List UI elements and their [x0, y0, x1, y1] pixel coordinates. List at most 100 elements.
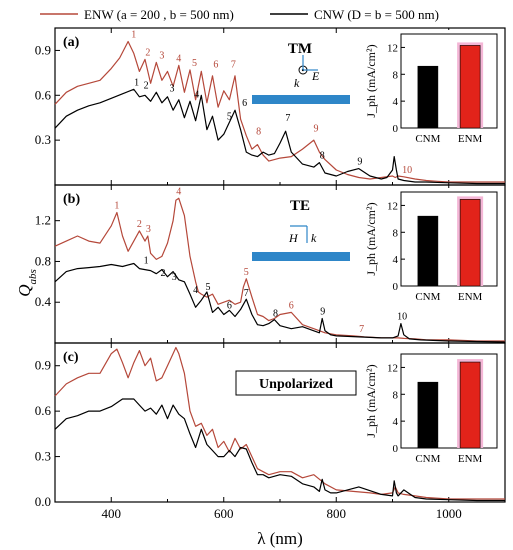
inset-y-tick-label: 8	[393, 227, 399, 239]
panel-c: 0.0 0.3 0.6 0.9 (c) Unpolarized 0 4 8 12 J_ph (mA/…	[35, 342, 506, 509]
polarization-label: TM	[288, 41, 312, 57]
peak-label-enw: 3	[159, 50, 164, 61]
inset-y-tick-label: 0	[393, 443, 399, 455]
inset-bar-enm	[459, 199, 481, 287]
inset-bar-cnm	[417, 381, 439, 449]
k-label: k	[311, 231, 317, 245]
y-tick-label: 0.6	[35, 87, 52, 102]
peak-label-cnw: 9	[320, 307, 325, 318]
y-tick-label: 0.9	[35, 42, 51, 57]
inset-bar-chart: 0 4 8 12 J_ph (mA/cm²) CNM ENM	[363, 188, 501, 311]
inset-y-tick-label: 0	[393, 123, 399, 135]
peak-label-enw: 10	[402, 165, 412, 176]
k-label: k	[294, 76, 300, 90]
peak-label-cnw: 1	[134, 77, 139, 88]
peak-label-enw: 4	[176, 53, 181, 64]
polarization-label: TE	[290, 198, 310, 214]
series-line-enw	[54, 40, 505, 183]
x-tick-labels: 400 600 800 1000	[102, 506, 462, 521]
series-line-cnw	[54, 398, 505, 502]
peak-label-cnw: 6	[242, 98, 247, 109]
y-tick-label: 0.6	[35, 403, 52, 418]
inset-bar-cnm	[417, 215, 439, 287]
inset-bar-chart: 0 4 8 12 J_ph (mA/cm²) CNM ENM	[363, 350, 501, 473]
polarization-label: Unpolarized	[259, 377, 333, 392]
x-tick-label: 600	[214, 506, 234, 521]
peak-label-cnw: 7	[244, 288, 249, 299]
inset-bar-enm	[459, 361, 481, 449]
y-tick-label: 0.3	[35, 449, 51, 464]
peak-label-cnw: 2	[161, 268, 166, 279]
y-tick-label: 0.9	[35, 358, 51, 373]
legend: ENW (a = 200 , b = 500 nm) CNW (D = b = …	[40, 7, 439, 22]
peak-label-enw: 5	[192, 58, 197, 69]
x-axis-label: λ (nm)	[257, 529, 303, 548]
inset-y-tick-label: 0	[393, 281, 399, 293]
panel-label: (b)	[63, 192, 80, 207]
inset-y-tick-label: 4	[393, 416, 399, 428]
inset-y-axis-label: J_ph (mA/cm²)	[364, 202, 378, 275]
series-line-cnw	[54, 262, 506, 343]
peak-label-cnw: 3	[172, 272, 177, 283]
inset-category-label: CNM	[415, 453, 440, 465]
series-line-cnw	[54, 88, 505, 185]
x-tick-label: 800	[327, 506, 347, 521]
inset-category-label: ENM	[458, 291, 483, 303]
inset-bar-chart: 0 4 8 12 J_ph (mA/cm²) CNM ENM	[363, 30, 501, 153]
peak-label-enw: 7	[231, 59, 236, 70]
inset-y-tick-label: 12	[387, 362, 398, 374]
inset-category-label: ENM	[458, 453, 483, 465]
panel-a: 0.30.60.9(a)1234567891012345678910TMkE04…	[35, 27, 506, 186]
inset-y-tick-label: 4	[393, 254, 399, 266]
peak-label-enw: 8	[256, 127, 261, 138]
peak-label-enw: 2	[137, 219, 142, 230]
peak-label-enw: 2	[145, 47, 150, 58]
nanowire-rod	[252, 95, 350, 104]
inset-frame	[400, 191, 498, 287]
peak-label-enw: 7	[359, 324, 364, 335]
inset-category-label: CNM	[415, 291, 440, 303]
peak-label-enw: 4	[176, 186, 181, 197]
inset-y-tick-label: 8	[393, 389, 399, 401]
y-axis-label: Qabs	[15, 269, 39, 297]
peak-label-cnw: 3	[170, 83, 175, 94]
y-tick-label: 0.4	[35, 294, 52, 309]
inset-frame	[400, 353, 498, 449]
peak-label-cnw: 4	[194, 89, 199, 100]
series-line-enw	[54, 346, 505, 500]
e-label: E	[311, 69, 320, 83]
peak-label-cnw: 4	[193, 285, 198, 296]
inset-y-tick-label: 8	[393, 69, 399, 81]
legend-label-enw: ENW (a = 200 , b = 500 nm)	[84, 7, 234, 22]
panel-label: (a)	[63, 35, 80, 50]
y-tick-label: 1.2	[35, 213, 51, 228]
inset-y-tick-label: 4	[393, 96, 399, 108]
peak-label-enw: 1	[131, 29, 136, 40]
x-tick-label: 400	[102, 506, 122, 521]
y-tick-label: 0.3	[35, 132, 51, 147]
peak-label-enw: 3	[146, 224, 151, 235]
inset-y-tick-label: 12	[387, 42, 398, 54]
polarization-box	[235, 370, 357, 396]
h-label: H	[288, 231, 299, 245]
peak-label-cnw: 8	[320, 151, 325, 162]
inset-y-axis-label: J_ph (mA/cm²)	[364, 364, 378, 437]
peak-label-cnw: 5	[227, 112, 232, 123]
inset-y-axis-label: J_ph (mA/cm²)	[364, 44, 378, 117]
panel-label: (c)	[63, 350, 79, 365]
peak-label-cnw: 6	[227, 300, 232, 311]
peak-label-enw: 9	[314, 124, 319, 135]
inset-y-tick-label: 12	[387, 200, 398, 212]
peak-label-enw: 5	[244, 267, 249, 278]
peak-label-enw: 1	[114, 201, 119, 212]
peak-label-cnw: 1	[144, 256, 149, 267]
peak-label-cnw: 7	[285, 113, 290, 124]
x-tick-label: 1000	[436, 506, 462, 521]
peak-label-cnw: 8	[273, 309, 278, 320]
inset-category-label: ENM	[458, 133, 483, 145]
y-tick-label: 0.0	[35, 494, 51, 509]
inset-frame	[400, 33, 498, 129]
nanowire-rod	[252, 252, 350, 261]
